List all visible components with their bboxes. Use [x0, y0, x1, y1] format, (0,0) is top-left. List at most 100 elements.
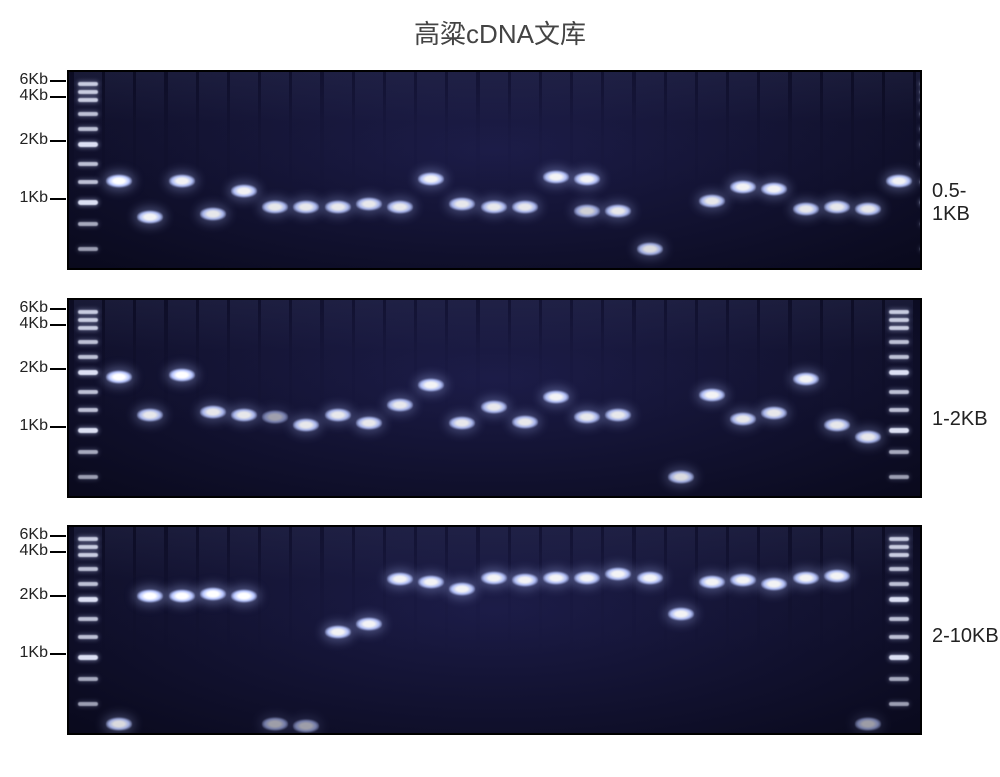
sample-lane [354, 527, 384, 733]
sample-lane [354, 72, 384, 268]
size-marker-label: 1Kb [4, 644, 48, 662]
sample-lane [479, 300, 509, 496]
ladder-band [78, 82, 98, 86]
gel-middle [67, 298, 922, 498]
sample-lane [853, 527, 883, 733]
ladder-band [78, 162, 98, 166]
gel-band [574, 204, 600, 218]
gel-size-range-label: 1-2KB [932, 408, 988, 431]
sample-lane [291, 300, 321, 496]
ladder-lane [884, 527, 914, 733]
gel-band [793, 571, 819, 585]
ladder-band [889, 537, 909, 541]
ladder-band [920, 142, 922, 147]
ladder-band [889, 545, 909, 549]
sample-lane [541, 527, 571, 733]
sample-lane [635, 300, 665, 496]
sample-lane [416, 527, 446, 733]
sample-lane [759, 527, 789, 733]
figure-root: 高粱cDNA文库 6Kb4Kb2Kb1Kb0.5-1KB6Kb4Kb2Kb1Kb… [0, 0, 1000, 777]
sample-lane [447, 527, 477, 733]
ladder-band [889, 408, 909, 412]
sample-lane [447, 72, 477, 268]
sample-lane [198, 300, 228, 496]
ladder-lane [73, 527, 103, 733]
sample-lane [354, 300, 384, 496]
sample-lane [728, 72, 758, 268]
gel-band [137, 408, 163, 422]
sample-lane [666, 72, 696, 268]
gel-band [574, 410, 600, 424]
sample-lane [572, 300, 602, 496]
sample-lane [759, 72, 789, 268]
ladder-band [889, 428, 909, 433]
ladder-band [920, 222, 922, 226]
gel-band [106, 717, 132, 731]
ladder-band [78, 200, 98, 205]
gel-band [106, 174, 132, 188]
ladder-band [889, 567, 909, 571]
sample-lane [104, 72, 134, 268]
size-marker-dash [50, 80, 66, 82]
gel-band [418, 575, 444, 589]
ladder-band [78, 180, 98, 184]
size-marker-label: 1Kb [4, 189, 48, 207]
gel-band [824, 569, 850, 583]
sample-lane [510, 527, 540, 733]
ladder-band [78, 545, 98, 549]
gel-size-range-label: 2-10KB [932, 625, 999, 648]
gel-band [325, 408, 351, 422]
ladder-band [78, 475, 98, 479]
sample-lane [416, 300, 446, 496]
sample-lane [853, 300, 883, 496]
ladder-band [78, 90, 98, 94]
gel-band [543, 571, 569, 585]
sample-lane [791, 300, 821, 496]
gel-band [730, 573, 756, 587]
sample-lane [385, 527, 415, 733]
gel-band [169, 368, 195, 382]
ladder-band [78, 702, 98, 706]
sample-lane [603, 300, 633, 496]
sample-lane [104, 300, 134, 496]
size-marker-label: 1Kb [4, 417, 48, 435]
sample-lane [260, 300, 290, 496]
gel-band [886, 174, 912, 188]
gel-band [387, 398, 413, 412]
ladder-band [889, 553, 909, 557]
ladder-band [889, 318, 909, 322]
sample-lane [759, 300, 789, 496]
gel-bottom [67, 525, 922, 735]
size-marker-dash [50, 324, 66, 326]
gel-band [824, 200, 850, 214]
gel-band [356, 416, 382, 430]
gel-band [325, 625, 351, 639]
gel-band [605, 408, 631, 422]
gel-band [169, 174, 195, 188]
sample-lane [323, 300, 353, 496]
gel-band [231, 589, 257, 603]
size-marker-label: 4Kb [4, 542, 48, 560]
sample-lane [104, 527, 134, 733]
size-marker-label: 2Kb [4, 131, 48, 149]
sample-lane [635, 527, 665, 733]
ladder-band [78, 222, 98, 226]
sample-lane [635, 72, 665, 268]
gel-band [481, 571, 507, 585]
ladder-band [920, 200, 922, 205]
gel-band [824, 418, 850, 432]
size-marker-dash [50, 140, 66, 142]
gel-band [200, 405, 226, 419]
gel-band [481, 400, 507, 414]
sample-lane [167, 72, 197, 268]
gel-band [449, 416, 475, 430]
size-marker-dash [50, 653, 66, 655]
ladder-band [78, 326, 98, 330]
gel-band [668, 607, 694, 621]
gel-band [730, 180, 756, 194]
ladder-band [78, 318, 98, 322]
ladder-band [78, 127, 98, 131]
gel-band [512, 200, 538, 214]
ladder-band [78, 390, 98, 394]
sample-lane [229, 72, 259, 268]
